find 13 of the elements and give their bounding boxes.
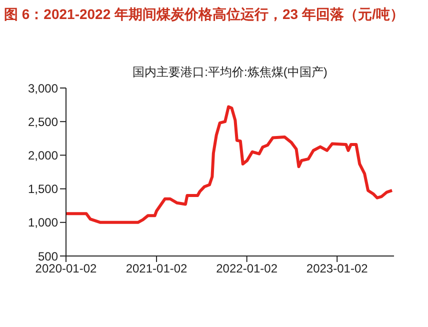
x-tick-label: 2021-01-02: [126, 262, 188, 276]
y-tick-label: 3,000: [28, 81, 58, 96]
y-tick-label: 1,500: [28, 182, 58, 196]
chart-title: 图 6：2021-2022 年期间煤炭价格高位运行，23 年回落（元/吨）: [4, 5, 405, 24]
y-tick-label: 2,500: [28, 114, 58, 129]
y-tick-label: 2,000: [28, 148, 58, 162]
line-series: [66, 105, 394, 224]
x-tick-label: 2023-01-02: [306, 262, 368, 276]
y-tick-label: 1,000: [28, 216, 58, 230]
x-tick-label: 2022-01-02: [216, 262, 278, 276]
x-tick-label: 2020-01-02: [35, 262, 98, 276]
y-tick-label: 500: [38, 249, 58, 264]
chart-subtitle: 国内主要港口:平均价:炼焦煤(中国产): [132, 64, 328, 81]
